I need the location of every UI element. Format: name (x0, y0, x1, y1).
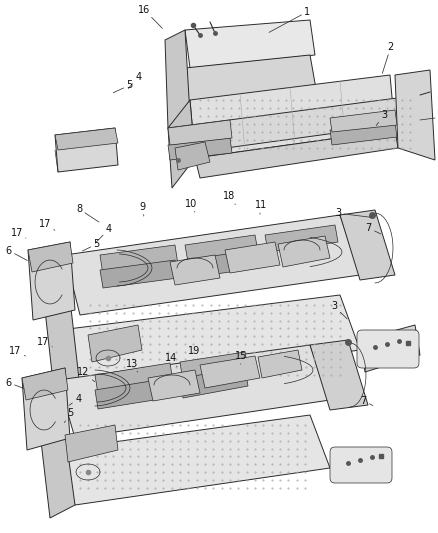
Polygon shape (329, 122, 396, 145)
Text: 17: 17 (11, 229, 26, 238)
Text: 18: 18 (223, 191, 235, 205)
Text: 17: 17 (37, 337, 52, 347)
Text: 5: 5 (64, 408, 73, 423)
Polygon shape (95, 363, 173, 394)
Text: 3: 3 (334, 208, 370, 218)
Text: 4: 4 (95, 224, 112, 243)
Polygon shape (175, 142, 209, 170)
Polygon shape (329, 110, 396, 132)
Polygon shape (100, 245, 177, 275)
Polygon shape (148, 370, 200, 401)
Polygon shape (184, 20, 314, 68)
Polygon shape (65, 425, 118, 462)
Polygon shape (170, 255, 219, 285)
Polygon shape (60, 295, 359, 388)
Polygon shape (58, 345, 329, 438)
Text: 16: 16 (138, 5, 162, 28)
Polygon shape (225, 242, 279, 273)
Text: 17: 17 (9, 346, 25, 356)
Text: 14: 14 (165, 353, 177, 367)
Polygon shape (184, 250, 258, 278)
Polygon shape (165, 30, 190, 128)
Polygon shape (28, 242, 75, 320)
Text: 19: 19 (187, 346, 200, 359)
Polygon shape (168, 95, 429, 155)
Polygon shape (55, 128, 118, 150)
Polygon shape (168, 100, 194, 188)
Text: 2: 2 (381, 42, 393, 74)
Polygon shape (194, 130, 397, 178)
Polygon shape (190, 75, 394, 158)
Polygon shape (35, 380, 75, 518)
Polygon shape (55, 128, 118, 172)
Text: 12: 12 (77, 367, 95, 382)
Polygon shape (180, 368, 247, 398)
Polygon shape (359, 325, 419, 372)
FancyBboxPatch shape (356, 330, 418, 368)
Text: 15: 15 (235, 351, 247, 364)
Polygon shape (339, 210, 394, 280)
Polygon shape (180, 352, 247, 382)
Text: 5: 5 (113, 80, 132, 93)
Polygon shape (22, 368, 70, 450)
Polygon shape (100, 260, 177, 288)
Text: 8: 8 (76, 204, 99, 222)
Text: 4: 4 (69, 394, 81, 405)
Polygon shape (184, 235, 258, 262)
Polygon shape (55, 415, 329, 505)
Text: 13: 13 (125, 359, 138, 372)
Text: 4: 4 (128, 72, 141, 88)
Polygon shape (65, 215, 359, 315)
Polygon shape (265, 225, 337, 252)
Polygon shape (168, 120, 231, 145)
Text: 7: 7 (360, 396, 372, 406)
Polygon shape (168, 138, 231, 160)
Text: 3: 3 (331, 302, 346, 319)
Text: 9: 9 (139, 202, 145, 216)
Polygon shape (277, 236, 329, 267)
Polygon shape (95, 378, 173, 409)
Polygon shape (88, 325, 141, 362)
Polygon shape (258, 350, 301, 378)
Polygon shape (394, 70, 434, 160)
Text: 3: 3 (375, 110, 386, 126)
Polygon shape (28, 242, 73, 272)
Text: 6: 6 (6, 378, 24, 389)
Polygon shape (200, 356, 259, 388)
Text: 10: 10 (184, 199, 197, 212)
Text: 17: 17 (39, 219, 55, 230)
FancyBboxPatch shape (329, 447, 391, 483)
Text: 1: 1 (268, 7, 310, 33)
Text: 7: 7 (365, 223, 380, 234)
Polygon shape (40, 255, 80, 400)
Text: 6: 6 (6, 246, 27, 261)
Text: 5: 5 (82, 239, 99, 251)
Polygon shape (184, 55, 317, 115)
Polygon shape (309, 340, 367, 410)
Polygon shape (22, 368, 68, 400)
Text: 11: 11 (254, 200, 267, 214)
